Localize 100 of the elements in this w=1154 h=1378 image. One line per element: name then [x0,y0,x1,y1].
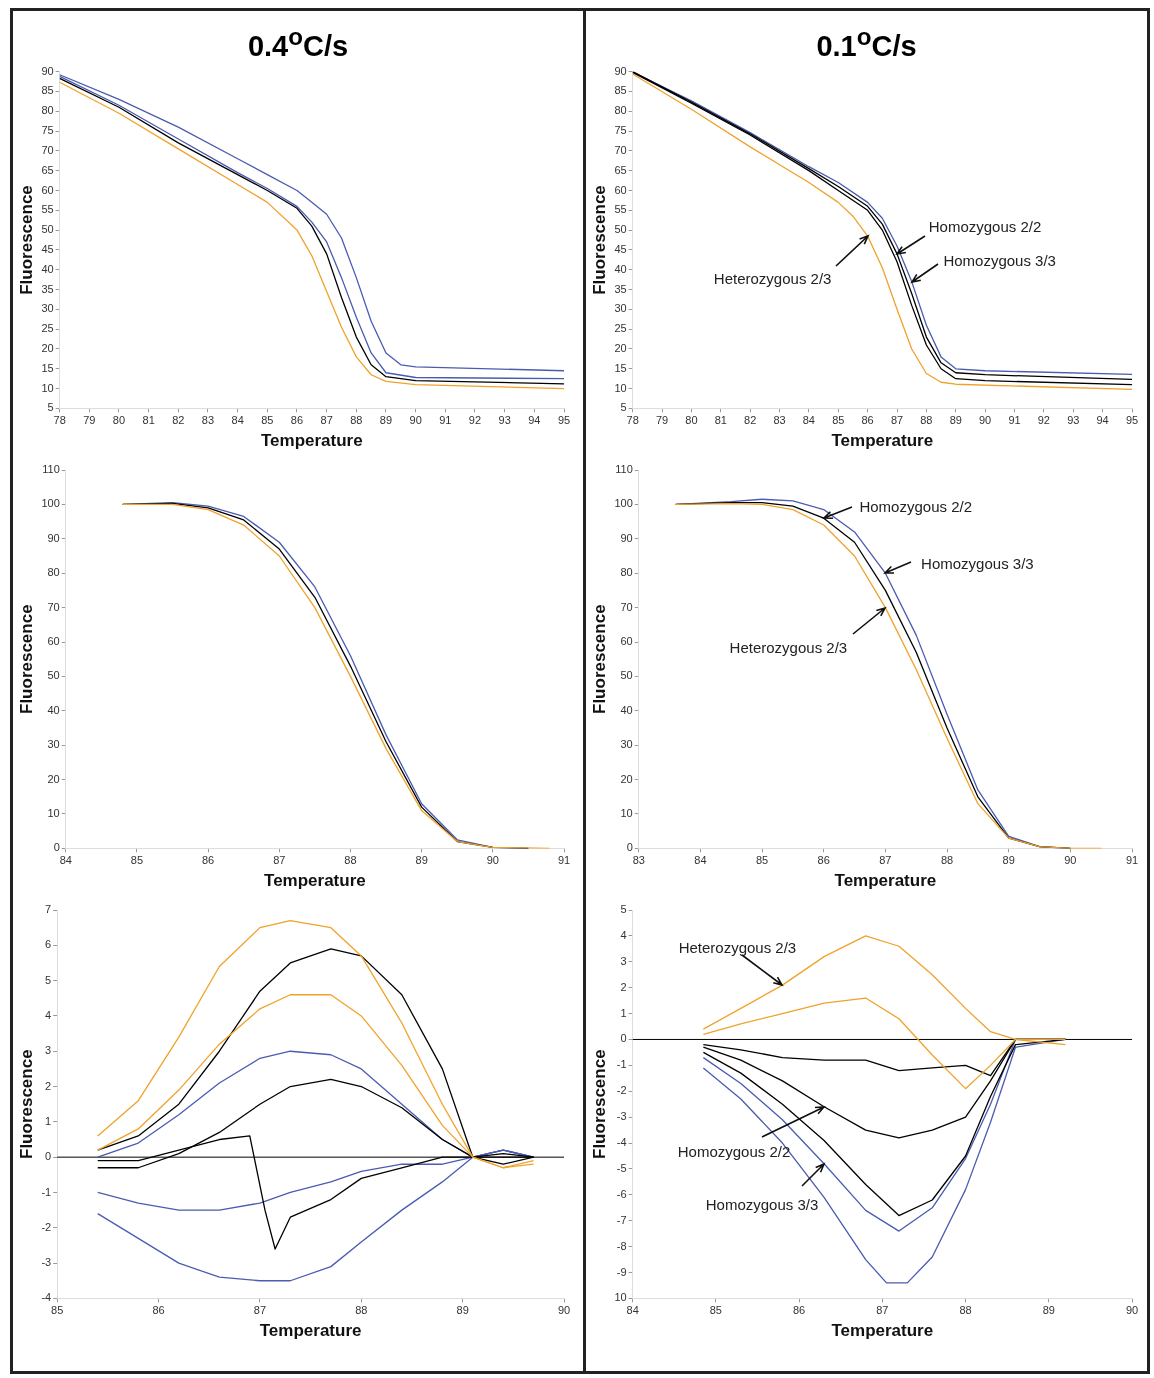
y-tick-label: 50 [41,223,54,236]
y-tick-label: 10 [41,381,54,394]
y-tick-label: 30 [620,738,633,751]
x-tick-label: 88 [350,414,363,427]
x-tick-label: 86 [290,414,304,427]
y-tick-label: 90 [620,531,633,544]
x-tick-label: 87 [890,414,904,427]
y-tick-label: 65 [41,163,54,176]
x-tick-label: 93 [498,414,511,427]
x-tick-label: 85 [832,414,845,427]
x-tick-label: 89 [456,1304,469,1317]
y-tick-label: 85 [41,84,54,97]
y-tick-label: 5 [47,401,54,414]
x-tick-label: 87 [320,414,333,427]
y-tick-label: 20 [41,342,54,354]
y-tick-label: -7 [616,1213,627,1226]
y-tick-label: 20 [47,772,60,785]
y-tick-label: 10 [620,807,633,820]
y-tick-label: 4 [45,1008,52,1021]
annotation: Homozygous 2/2 [928,217,1042,235]
y-tick-label: -3 [616,1110,627,1123]
y-tick-label: 80 [47,566,60,579]
x-tick-label: 91 [439,414,452,427]
annotation: Heterozygous 2/3 [678,938,797,956]
x-tick-label: 91 [1125,854,1139,867]
x-tick-label: 83 [201,414,215,427]
x-tick-label: 86 [792,1304,806,1317]
y-tick-label: 0 [45,1150,52,1163]
x-tick-label: 90 [979,414,992,427]
x-tick-label: 84 [694,854,707,867]
y-tick-label: 40 [41,262,54,275]
annotation: Heterozygous 2/3 [713,269,832,287]
x-tick-label: 80 [685,414,698,427]
x-tick-label: 85 [755,854,769,867]
y-tick-label: 80 [41,104,54,117]
x-tick-label: 88 [959,1304,972,1317]
chart-title: 0.4$^{o}$C/s [246,22,350,63]
x-axis-title: Temperature [831,1321,934,1341]
x-tick-label: 84 [626,1304,639,1317]
x-tick-label: 94 [1096,414,1109,427]
y-tick-label: 30 [47,738,60,751]
y-axis-title: Fluorescence [16,1049,36,1159]
y-tick-label: -5 [616,1161,627,1174]
y-tick-label: 55 [41,203,54,216]
x-tick-label: 90 [1064,854,1077,867]
x-tick-label: 79 [655,414,669,427]
y-tick-label: 55 [614,203,627,216]
y-tick-label: -4 [616,1136,627,1149]
y-tick-label: 0 [620,1032,627,1045]
y-tick-label: 65 [614,163,627,176]
y-tick-label: 6 [45,938,52,951]
y-tick-label: 0 [53,841,60,854]
y-tick-label: 40 [47,703,60,716]
y-tick-label: 80 [620,566,633,579]
y-tick-label: 2 [620,980,627,993]
y-tick-label: 5 [620,903,627,916]
x-tick-label: 90 [409,414,422,427]
y-tick-label: 2 [45,1079,52,1092]
x-tick-label: 81 [714,414,727,427]
x-tick-label: 78 [626,414,639,427]
y-tick-label: 5 [620,401,627,414]
y-tick-label: 75 [41,124,54,137]
y-tick-label: 0 [626,841,633,854]
x-axis-title: Temperature [834,871,937,891]
x-tick-label: 85 [261,414,274,427]
y-axis-title: Fluorescence [16,185,36,295]
y-tick-label: 1 [620,1006,627,1019]
y-tick-label: 60 [620,635,633,648]
annotation: Homozygous 2/2 [677,1142,791,1160]
x-tick-label: 85 [709,1304,722,1317]
x-tick-label: 84 [59,854,72,867]
y-tick-label: 60 [41,183,54,196]
x-axis-title: Temperature [260,431,363,451]
chart-title: 0.1$^{o}$C/s [815,22,918,63]
x-tick-label: 87 [273,854,286,867]
x-tick-label: 81 [142,414,155,427]
y-tick-label: 100 [41,497,60,510]
y-tick-label: 30 [41,302,54,315]
y-tick-label: 75 [614,124,627,137]
y-tick-label: 60 [614,183,627,196]
x-tick-label: 84 [802,414,816,427]
annotation: Homozygous 3/3 [705,1195,819,1213]
y-tick-label: 85 [614,84,627,97]
y-tick-label: 70 [41,143,54,156]
y-tick-label: 1 [45,1114,52,1127]
x-axis-title: Temperature [259,1321,362,1341]
y-tick-label: 3 [620,954,627,967]
y-tick-label: 70 [614,143,627,156]
x-tick-label: 95 [557,414,571,427]
y-tick-label: 60 [47,635,60,648]
annotation: Homozygous 3/3 [943,251,1056,269]
y-axis-title: Fluorescence [589,604,609,714]
y-tick-label: 45 [614,242,627,255]
annotation: Homozygous 3/3 [921,554,1034,572]
y-tick-label: -4 [41,1291,52,1304]
y-tick-label: 50 [620,669,633,682]
y-tick-label: 90 [41,64,54,77]
y-tick-label: 35 [41,282,54,295]
y-tick-label: 10 [614,381,627,394]
x-tick-label: 83 [773,414,786,427]
